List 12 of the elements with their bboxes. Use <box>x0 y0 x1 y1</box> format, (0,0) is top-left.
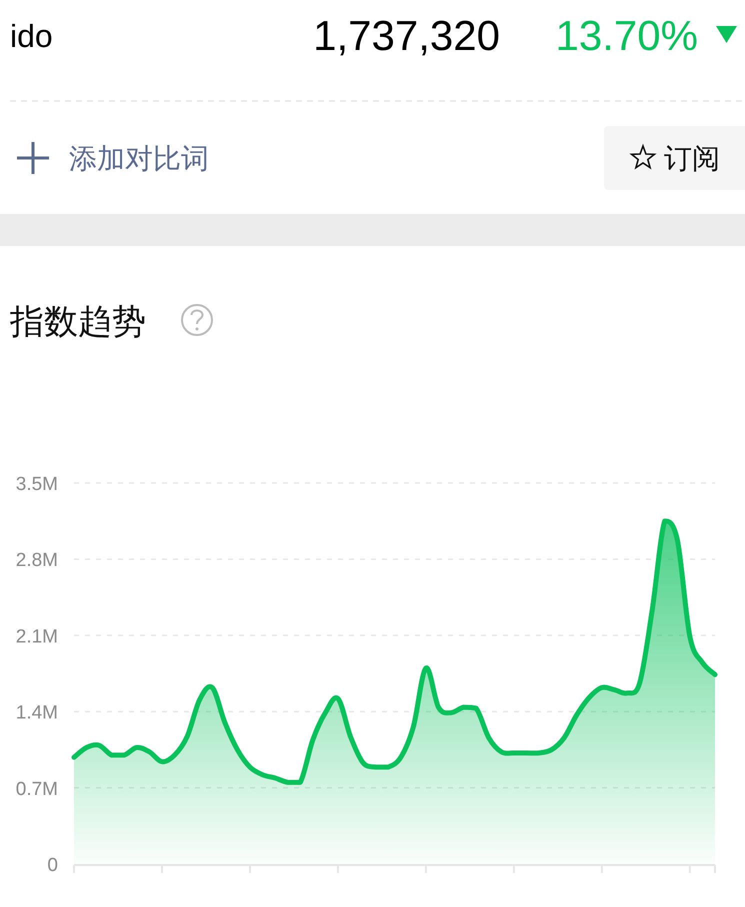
y-tick-label: 0.7M <box>16 778 58 800</box>
text: 1,737,320 <box>313 12 500 59</box>
text: 订阅 <box>664 143 720 174</box>
text: ido <box>10 18 53 54</box>
text: 添加对比词 <box>69 143 209 174</box>
chart-title: 指数趋势 <box>9 303 146 341</box>
text: 13.70% <box>556 12 698 59</box>
y-tick-label: 2.8M <box>16 550 58 572</box>
y-tick-label: 2.1M <box>16 626 58 648</box>
y-tick-label: 1.4M <box>16 702 58 724</box>
y-tick-label: 0 <box>47 855 58 876</box>
y-tick-label: 3.5M <box>16 474 58 495</box>
